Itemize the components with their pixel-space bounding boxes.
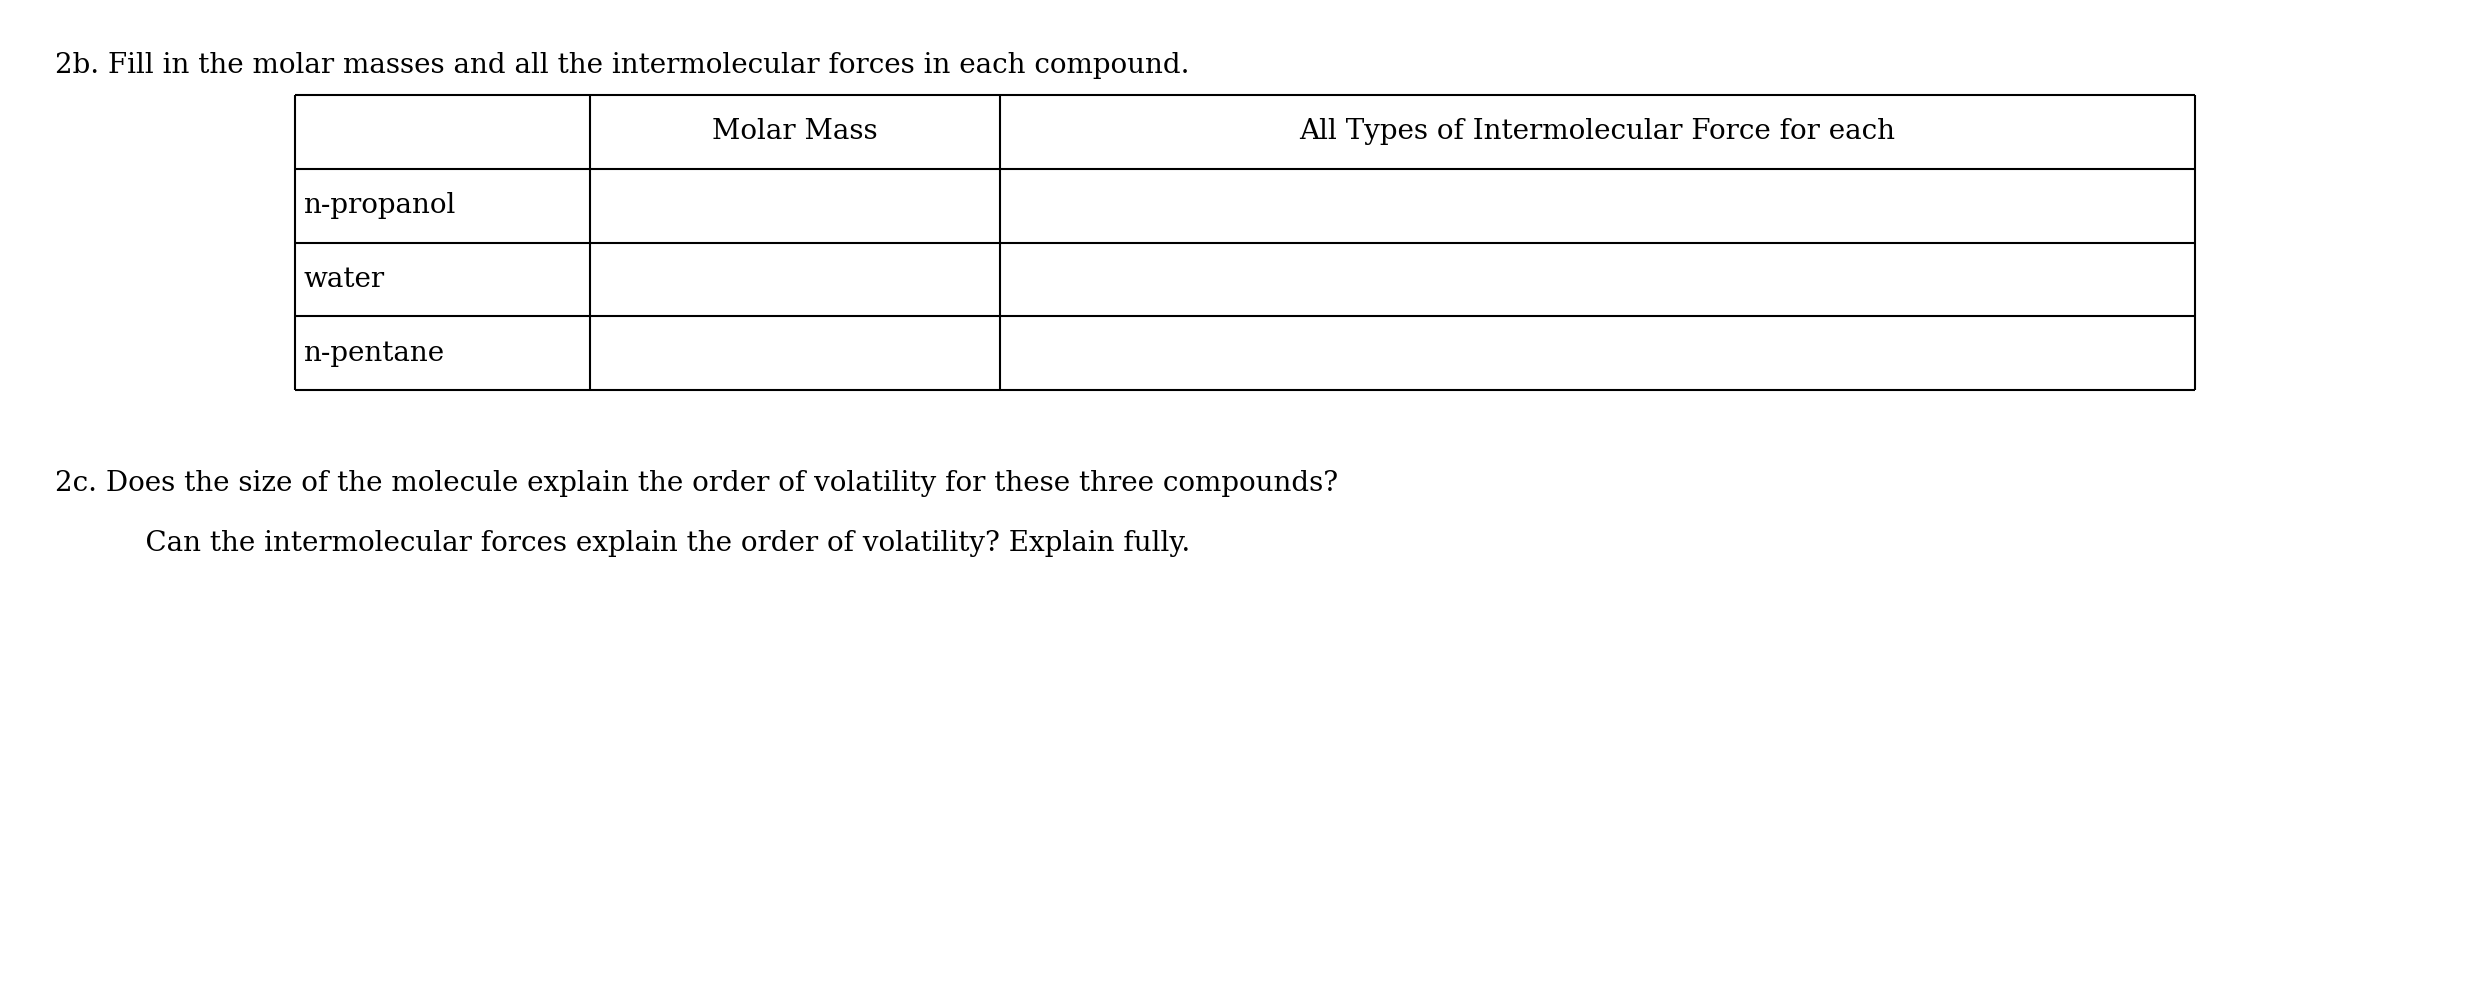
Text: 2b. Fill in the molar masses and all the intermolecular forces in each compound.: 2b. Fill in the molar masses and all the…	[54, 52, 1189, 79]
Text: water: water	[304, 266, 383, 293]
Text: Molar Mass: Molar Mass	[712, 118, 878, 145]
Text: n-pentane: n-pentane	[304, 340, 445, 367]
Text: All Types of Intermolecular Force for each: All Types of Intermolecular Force for ea…	[1300, 118, 1896, 145]
Text: 2c. Does the size of the molecule explain the order of volatility for these thre: 2c. Does the size of the molecule explai…	[54, 470, 1337, 497]
Text: n-propanol: n-propanol	[304, 192, 455, 219]
Text: Can the intermolecular forces explain the order of volatility? Explain fully.: Can the intermolecular forces explain th…	[109, 530, 1189, 557]
